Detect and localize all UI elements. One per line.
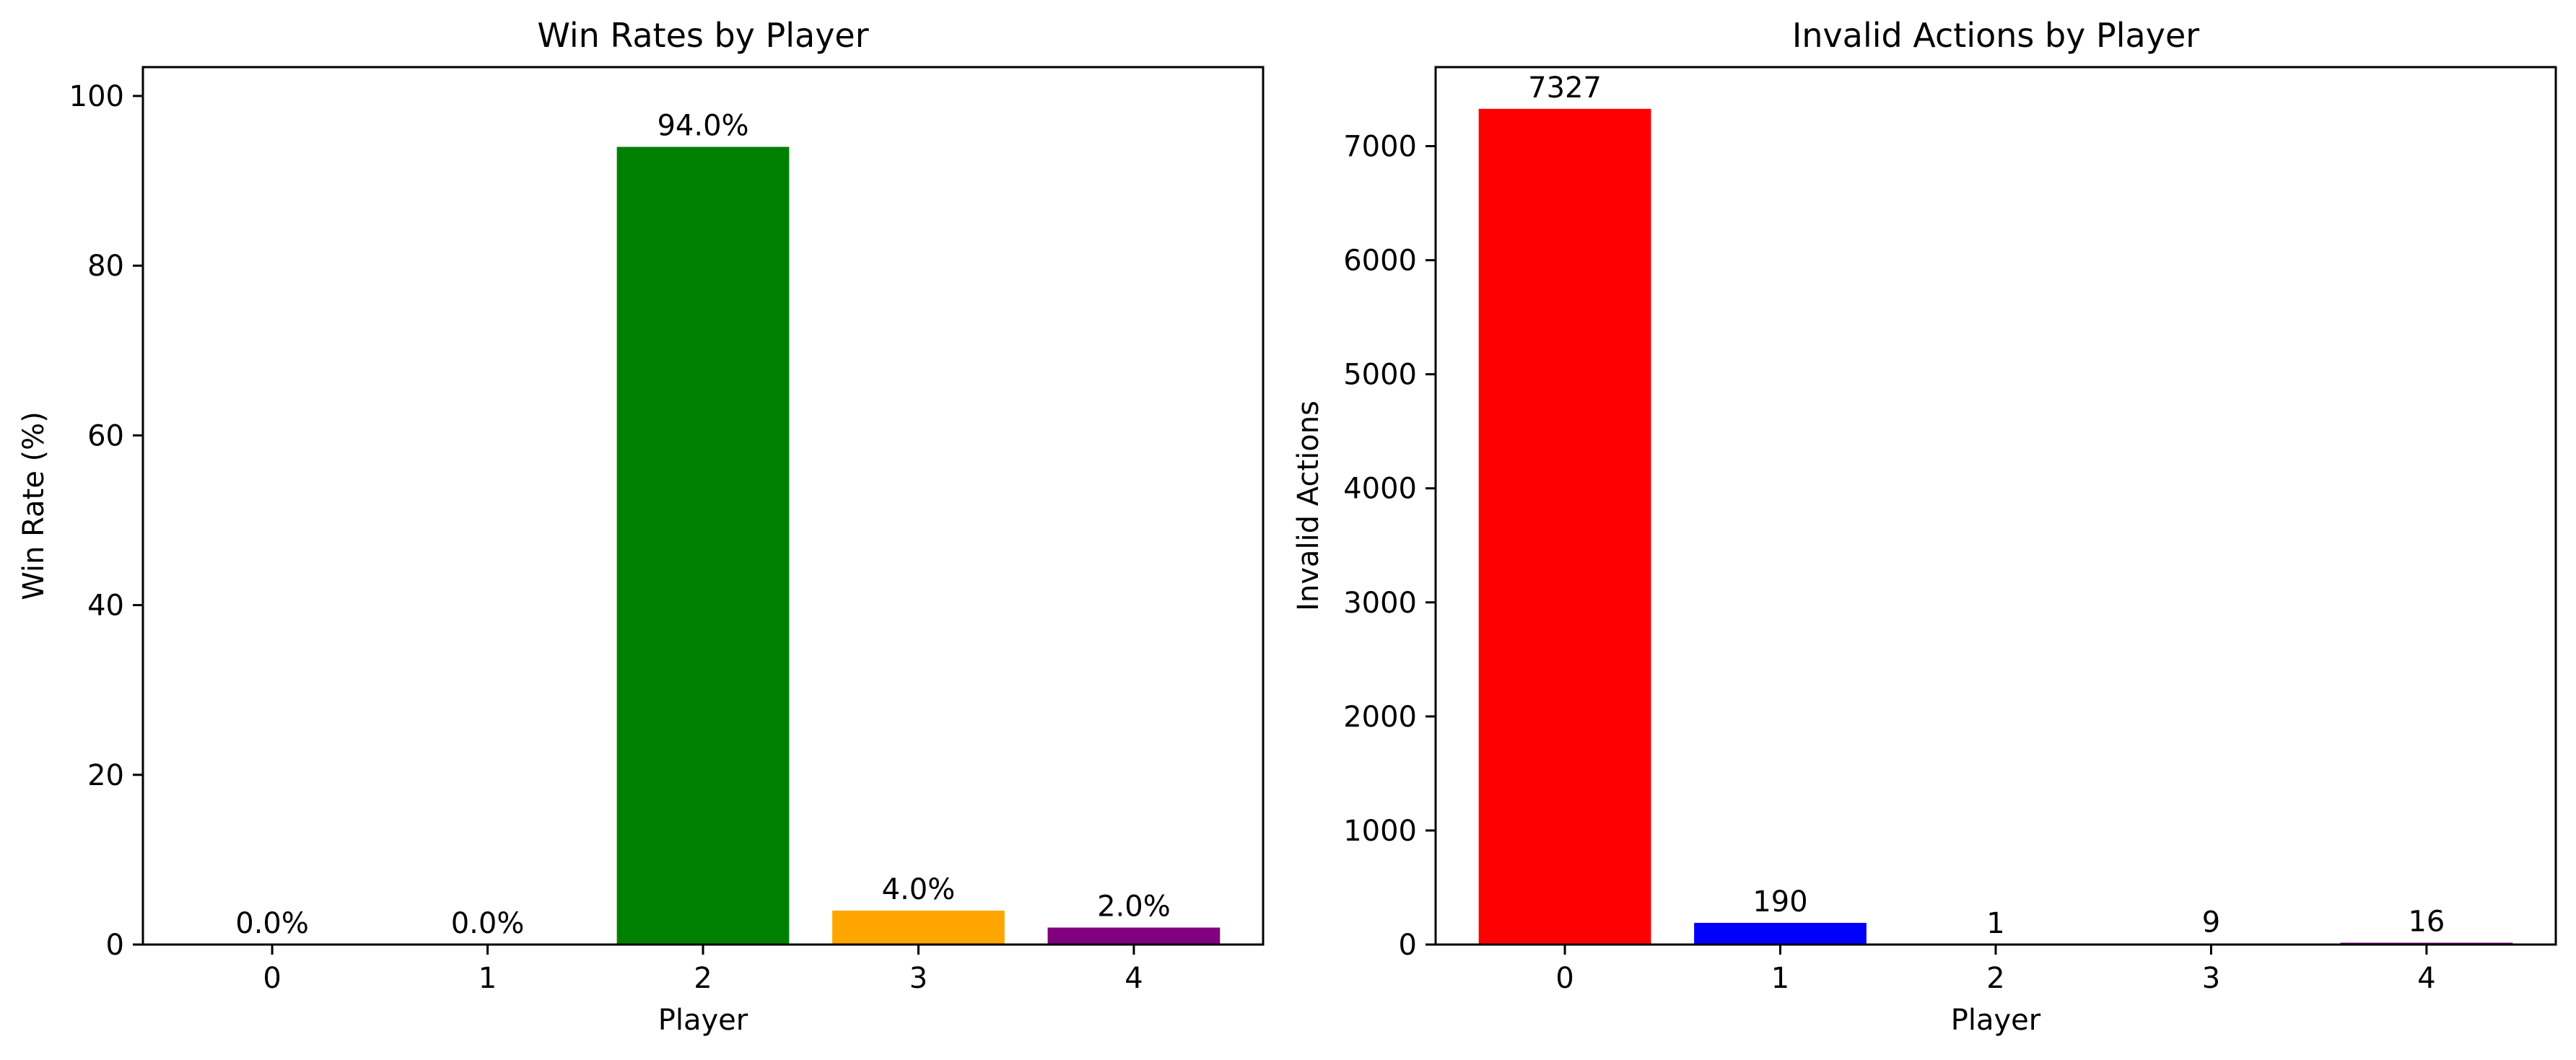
win-rate-bar (616, 146, 790, 945)
x-axis-label: Player (1951, 1004, 2041, 1037)
y-axis-label: Win Rate (%) (17, 411, 51, 600)
x-axis-label: Player (658, 1004, 748, 1037)
x-tick-label: 0 (1555, 962, 1573, 995)
y-tick-label: 0 (106, 929, 124, 962)
x-tick-label: 2 (694, 962, 712, 995)
y-tick-label: 40 (87, 590, 124, 623)
x-tick-label: 1 (1771, 962, 1789, 995)
y-tick-label: 100 (69, 80, 124, 113)
data-label: 190 (1752, 885, 1807, 919)
win-rate-bar (1047, 927, 1221, 945)
y-tick-label: 80 (87, 250, 124, 283)
data-label: 1 (1986, 907, 2004, 940)
data-label: 0.0% (235, 907, 309, 940)
y-axis-label: Invalid Actions (1292, 400, 1325, 611)
data-label: 0.0% (451, 907, 525, 940)
invalid-actions-chart: Invalid Actions by Player 7327 190 1 9 16 0 1 2 3… (1292, 16, 2557, 1037)
win-rates-chart: Win Rates by Player 0.0% 0.0% 94.0% 4.0% 2.0%… (17, 16, 1265, 1037)
x-tick-label: 3 (909, 962, 927, 995)
x-tick-label: 1 (479, 962, 497, 995)
data-label: 2.0% (1097, 890, 1171, 923)
y-tick-label: 60 (87, 419, 124, 452)
x-tick-label: 2 (1986, 962, 2004, 995)
y-tick-label: 4000 (1343, 473, 1417, 506)
x-tick-label: 4 (1125, 962, 1143, 995)
invalid-actions-bar (1478, 108, 1651, 945)
y-tick-label: 2000 (1343, 701, 1417, 734)
y-tick-label: 0 (1399, 929, 1417, 962)
invalid-actions-bar (1694, 922, 1866, 945)
x-tick-label: 4 (2417, 962, 2435, 995)
x-tick-label: 0 (263, 962, 281, 995)
chart-title: Win Rates by Player (537, 16, 868, 55)
data-label: 9 (2202, 906, 2220, 939)
y-tick-label: 1000 (1343, 815, 1417, 848)
chart-title: Invalid Actions by Player (1792, 16, 2199, 55)
win-rate-bar (832, 910, 1005, 945)
data-label: 7327 (1528, 71, 1602, 105)
y-tick-label: 3000 (1343, 587, 1417, 620)
data-label: 94.0% (657, 110, 748, 143)
y-tick-label: 20 (87, 759, 124, 792)
y-tick-label: 6000 (1343, 245, 1417, 278)
data-label: 4.0% (882, 873, 956, 906)
y-tick-label: 5000 (1343, 359, 1417, 392)
data-label: 16 (2408, 905, 2445, 938)
y-tick-label: 7000 (1343, 131, 1417, 164)
x-tick-label: 3 (2202, 962, 2220, 995)
